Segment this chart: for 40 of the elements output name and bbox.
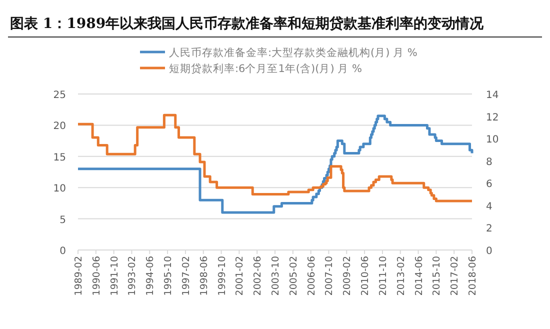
x-tick-label: 2005-02: [288, 256, 300, 296]
x-tick-label: 2010-06: [360, 256, 372, 296]
x-tick-label: 1989-02: [74, 256, 84, 296]
y2-tick-label: 2: [486, 224, 492, 235]
y2-tick-label: 10: [486, 134, 499, 146]
x-tick-label: 2017-02: [450, 256, 461, 296]
y-tick-label: 15: [53, 152, 66, 164]
y-tick-label: 20: [53, 121, 66, 132]
y-tick-label: 25: [53, 90, 66, 101]
x-tick-label: 2011-10: [378, 256, 389, 296]
x-tick-label: 2013-02: [396, 256, 407, 296]
x-tick-label: 1993-02: [127, 256, 138, 296]
y2-tick-label: 0: [486, 246, 492, 257]
x-tick-label: 1999-10: [216, 256, 228, 296]
y2-tick-label: 14: [486, 90, 499, 101]
x-tick-label: 1995-10: [163, 256, 174, 296]
y2-tick-label: 6: [486, 179, 492, 190]
x-tick-label: 2007-10: [324, 256, 336, 296]
y-tick-label: 5: [60, 214, 66, 226]
y2-tick-label: 8: [486, 156, 492, 168]
legend-label: 人民币存款准备金率:大型存款类金融机构(月) 月 %: [169, 46, 418, 59]
legend-label: 短期贷款利率:6个月至1年(含)(月) 月 %: [169, 62, 362, 75]
y-tick-label: 0: [60, 246, 66, 257]
y2-tick-label: 12: [486, 112, 499, 124]
x-tick-label: 2006-06: [306, 256, 318, 296]
x-tick-label: 1998-06: [198, 256, 210, 296]
x-tick-label: 2014-06: [414, 256, 425, 296]
x-tick-label: 2018-06: [468, 256, 478, 296]
x-tick-label: 2009-02: [342, 256, 354, 296]
x-tick-label: 1994-06: [145, 256, 156, 296]
x-tick-label: 2001-02: [234, 256, 246, 296]
x-tick-label: 2003-10: [270, 256, 282, 296]
x-tick-label: 2015-10: [432, 256, 443, 296]
x-tick-label: 2002-06: [252, 256, 264, 296]
y2-tick-label: 4: [486, 201, 492, 212]
y-tick-label: 10: [53, 184, 66, 195]
x-tick-label: 1990-06: [91, 256, 102, 296]
chart-title: 图表 1：1989年以来我国人民币存款准备率和短期贷款基准利率的变动情况: [10, 15, 485, 32]
x-tick-label: 1991-10: [109, 256, 120, 296]
x-tick-label: 1997-02: [180, 256, 192, 296]
